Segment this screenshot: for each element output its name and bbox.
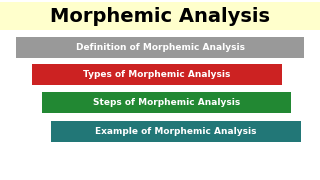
- FancyBboxPatch shape: [51, 121, 301, 142]
- Text: Definition of Morphemic Analysis: Definition of Morphemic Analysis: [76, 43, 244, 52]
- FancyBboxPatch shape: [32, 64, 282, 85]
- Text: Steps of Morphemic Analysis: Steps of Morphemic Analysis: [93, 98, 240, 107]
- Text: Types of Morphemic Analysis: Types of Morphemic Analysis: [83, 70, 230, 79]
- Text: Example of Morphemic Analysis: Example of Morphemic Analysis: [95, 127, 257, 136]
- FancyBboxPatch shape: [0, 2, 320, 30]
- FancyBboxPatch shape: [16, 37, 304, 58]
- FancyBboxPatch shape: [42, 92, 291, 113]
- Text: Morphemic Analysis: Morphemic Analysis: [50, 7, 270, 26]
